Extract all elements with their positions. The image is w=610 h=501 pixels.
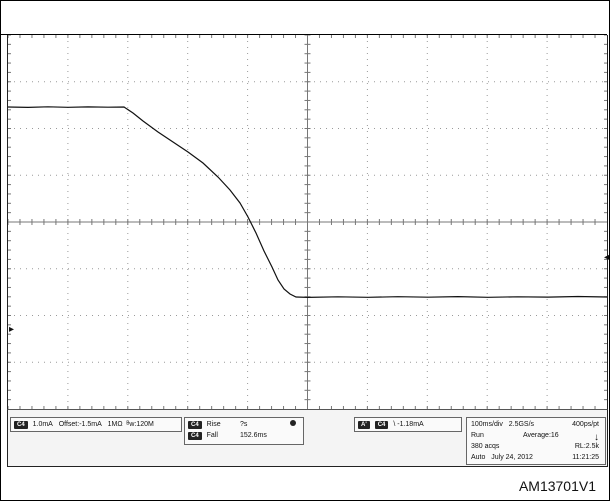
rise-label: Rise	[206, 421, 221, 428]
timebase-scale: 100ms/div	[471, 421, 503, 428]
run-state: Run	[471, 432, 484, 439]
measurement-status-icon	[290, 420, 296, 426]
capture-time: 11:21:25	[572, 454, 599, 461]
trigger-level: -1.18mA	[397, 421, 424, 428]
trigger-source-chip: C4	[374, 421, 389, 429]
channel-coupling: 1MΩ	[107, 421, 123, 428]
record-length: RL:2.5k	[574, 443, 599, 450]
acquisition-arrow-icon: ↓	[594, 432, 599, 443]
channel-offset: Offset:-1.5mA	[58, 421, 102, 428]
trigger-level-marker-icon: ◂	[604, 252, 610, 263]
trigger-readout: A' C4 \ -1.18mA	[354, 417, 462, 432]
graticule-center-axes	[8, 35, 607, 409]
trigger-mode: Auto	[471, 454, 486, 461]
fall-value: 152.6ms	[240, 432, 267, 439]
scope-status-bar: C4 1.0mA Offset:-1.5mA 1MΩ ᴮw:120M C4 Ri…	[7, 409, 608, 467]
record-resolution: 400ps/pt	[572, 421, 599, 428]
fall-chip: C4	[188, 432, 202, 440]
timebase-readout: 100ms/div 2.5GS/s 400ps/pt Run Average:1…	[466, 417, 606, 465]
channel-chip: C4	[14, 421, 28, 429]
trigger-mode-chip: A'	[358, 421, 370, 429]
channel-ground-marker-icon: ▸	[9, 324, 15, 335]
channel-bandwidth: ᴮw:120M	[126, 421, 154, 428]
measurement-readout: C4 Rise ?s C4 Fall 152.6ms	[184, 417, 304, 445]
waveform-graticule	[8, 35, 607, 409]
rise-chip: C4	[188, 421, 202, 429]
fall-label: Fall	[206, 432, 218, 439]
channel-readout: C4 1.0mA Offset:-1.5mA 1MΩ ᴮw:120M	[10, 417, 182, 432]
current-waveform-trace	[8, 106, 607, 299]
rise-value: ?s	[240, 421, 248, 428]
trigger-slope-icon: \	[393, 421, 396, 428]
acquisition-mode: Average:16	[523, 432, 559, 439]
sample-rate: 2.5GS/s	[508, 421, 535, 428]
figure-code-label: AM13701V1	[518, 478, 596, 494]
channel-scale: 1.0mA	[32, 421, 53, 428]
acquisition-count: 380 acqs	[471, 443, 500, 450]
header-blank-area	[1, 1, 607, 35]
capture-date: July 24, 2012	[491, 454, 533, 461]
oscilloscope-screen: ▸ ◂	[7, 35, 610, 409]
